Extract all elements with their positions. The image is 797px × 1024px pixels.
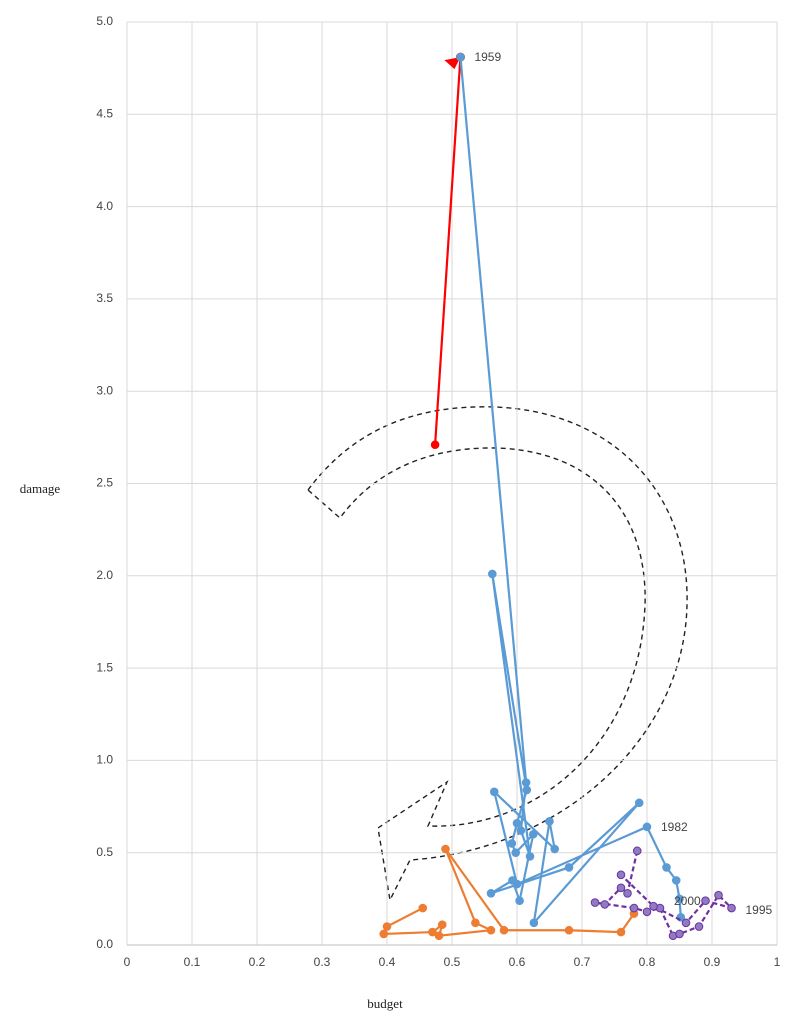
point [515, 896, 524, 905]
y-tick-label: 4.0 [96, 199, 113, 213]
point [675, 929, 684, 939]
x-tick-label: 0.1 [184, 955, 201, 969]
point [512, 818, 522, 828]
point [512, 879, 522, 889]
x-tick-label: 0.2 [249, 955, 266, 969]
y-tick-label: 1.5 [96, 660, 113, 674]
x-tick-label: 0 [124, 955, 131, 969]
x-axis-title: budget [367, 996, 403, 1011]
point [642, 907, 652, 917]
point [522, 785, 532, 795]
x-tick-label: 0.8 [639, 955, 656, 969]
y-tick-label: 3.0 [96, 383, 113, 397]
point [379, 929, 389, 939]
point [662, 863, 671, 872]
point [382, 922, 392, 931]
annotation: 1959 [474, 50, 501, 64]
point [507, 839, 517, 848]
point [489, 787, 499, 797]
point [486, 925, 496, 935]
point [486, 889, 496, 898]
point [550, 844, 560, 854]
point [437, 920, 447, 929]
point [418, 903, 428, 913]
point [499, 925, 509, 935]
point [428, 927, 437, 937]
point [516, 826, 526, 835]
point [694, 922, 704, 931]
x-tick-label: 0.9 [704, 955, 721, 969]
point [471, 918, 480, 928]
annotation: 2000 [674, 894, 701, 908]
point [528, 829, 538, 839]
point [642, 822, 652, 832]
point [600, 900, 610, 909]
point [545, 817, 554, 826]
point [525, 852, 535, 861]
x-tick-label: 0.7 [574, 955, 591, 969]
y-tick-label: 2.5 [96, 476, 113, 490]
y-tick-label: 2.0 [96, 568, 113, 582]
point [488, 569, 497, 579]
point [616, 870, 626, 880]
series-line [594, 850, 736, 938]
y-tick-label: 0.5 [96, 845, 113, 859]
point [511, 848, 521, 858]
point [590, 898, 600, 907]
y-tick-label: 3.5 [96, 291, 113, 305]
point [623, 889, 632, 898]
cycle-arrow [307, 406, 688, 903]
x-tick-label: 0.6 [509, 955, 526, 969]
point [529, 918, 539, 928]
x-tick-label: 1 [774, 955, 781, 969]
arrow-head [444, 57, 461, 70]
point [564, 925, 574, 935]
point [701, 896, 710, 905]
point [671, 876, 681, 885]
point [714, 890, 723, 900]
annotation: 1995 [746, 903, 773, 917]
point [441, 844, 450, 854]
x-tick-label: 0.5 [444, 955, 461, 969]
point [564, 863, 574, 872]
point [629, 903, 639, 913]
y-tick-label: 4.5 [96, 106, 113, 120]
y-tick-label: 5.0 [96, 14, 113, 28]
point [434, 931, 444, 941]
point [616, 883, 626, 893]
point [649, 901, 658, 911]
y-tick-label: 1.0 [96, 753, 113, 767]
point [632, 846, 642, 856]
series-line [434, 57, 462, 445]
point [616, 927, 626, 937]
y-tick-label: 0.0 [96, 937, 113, 951]
point [727, 903, 736, 913]
point [456, 52, 465, 62]
point [521, 778, 531, 787]
annotation: 1982 [661, 820, 688, 834]
series-line [382, 848, 635, 938]
point [430, 440, 440, 450]
y-axis-title: damage [20, 481, 61, 496]
point [681, 918, 691, 928]
point [675, 894, 684, 904]
x-tick-label: 0.4 [379, 955, 396, 969]
point [634, 798, 644, 808]
x-tick-label: 0.3 [314, 955, 331, 969]
